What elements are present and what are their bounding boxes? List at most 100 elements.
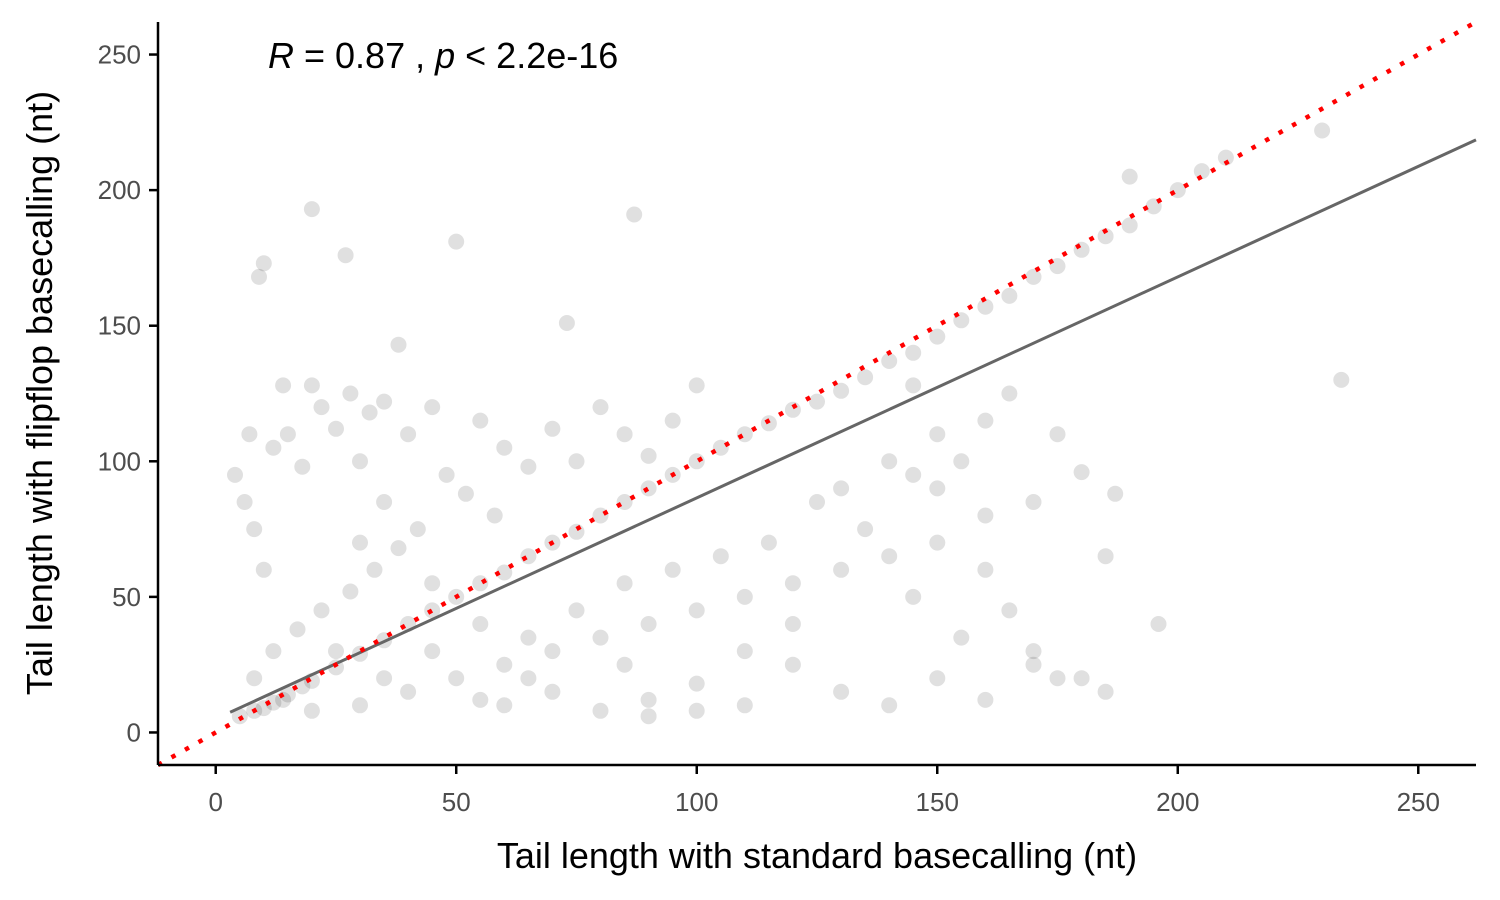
data-point [1025,643,1042,660]
data-point [626,206,643,223]
data-point [255,561,272,578]
data-point [1001,602,1018,619]
data-point [929,426,946,443]
x-tick-label: 200 [1156,787,1199,817]
data-point [784,401,801,418]
data-point [784,575,801,592]
data-point [448,233,465,250]
data-point [376,393,393,410]
data-point [472,575,489,592]
data-point [1121,217,1138,234]
data-point [303,702,320,719]
data-point [496,697,513,714]
data-point [400,426,417,443]
data-point [255,255,272,272]
data-point [688,377,705,394]
data-point [424,643,441,660]
data-point [688,675,705,692]
x-axis-title: Tail length with standard basecalling (n… [497,835,1137,876]
data-point [905,344,922,361]
data-point [231,708,248,725]
data-point [472,412,489,429]
data-point [265,643,282,660]
data-point [361,404,378,421]
x-tick-label: 150 [916,787,959,817]
data-point [520,670,537,687]
data-point [929,480,946,497]
data-point [424,575,441,592]
data-point [275,691,292,708]
data-point [472,616,489,632]
data-point [424,602,441,619]
r-symbol: R [268,35,294,76]
data-point [616,656,633,673]
data-point [592,629,609,646]
data-point [1217,149,1234,166]
data-point [376,670,393,687]
data-point [328,643,344,660]
data-point [1150,616,1167,632]
regression-line [229,138,1477,714]
data-point [1025,656,1042,673]
data-point [1314,122,1331,139]
data-point [337,247,354,264]
data-point [833,480,850,497]
data-point [616,575,633,592]
data-point [977,412,994,429]
data-point [977,507,994,524]
data-point [279,686,296,703]
data-point [760,415,777,432]
y-axis-title: Tail length with flipflop basecalling (n… [19,91,60,695]
data-point [881,548,898,565]
data-point [390,540,407,557]
data-point [784,616,801,632]
data-point [688,453,705,470]
data-point [352,697,368,714]
correlation-annotation: R = 0.87 , p < 2.2e-16 [268,35,618,76]
data-point [688,602,705,619]
y-tick-label: 0 [127,717,141,747]
data-point [953,629,970,646]
data-point [496,656,513,673]
data-point [246,670,263,687]
x-tick-label: 250 [1397,787,1440,817]
data-point [929,328,946,345]
data-point [303,377,320,394]
data-point [640,447,657,464]
points-layer [227,122,1350,725]
data-point [1025,268,1042,285]
data-point [236,494,253,510]
data-point [1001,385,1018,402]
data-point [342,385,359,402]
data-point [390,336,407,353]
data-point [760,534,777,551]
data-point [736,588,753,605]
data-point [376,494,393,510]
data-point [857,521,874,538]
data-point [457,485,474,502]
data-point [1025,494,1042,510]
data-point [736,697,753,714]
data-point [905,377,922,394]
data-point [328,420,344,437]
r-text: = 0.87 , [294,35,435,76]
data-point [833,382,850,399]
data-point [1073,464,1090,481]
data-point [1073,241,1090,258]
data-point [616,426,633,443]
data-point [1001,287,1018,304]
data-point [1121,168,1138,185]
data-point [1097,548,1114,565]
data-point [496,564,513,581]
data-point [736,643,753,660]
data-point [688,702,705,719]
data-point [977,691,994,708]
data-point [366,561,383,578]
data-point [409,521,426,538]
data-point [313,399,330,416]
data-point [640,616,657,632]
data-point [857,369,874,386]
data-point [342,583,359,600]
data-point [905,466,922,483]
data-point [246,521,263,538]
